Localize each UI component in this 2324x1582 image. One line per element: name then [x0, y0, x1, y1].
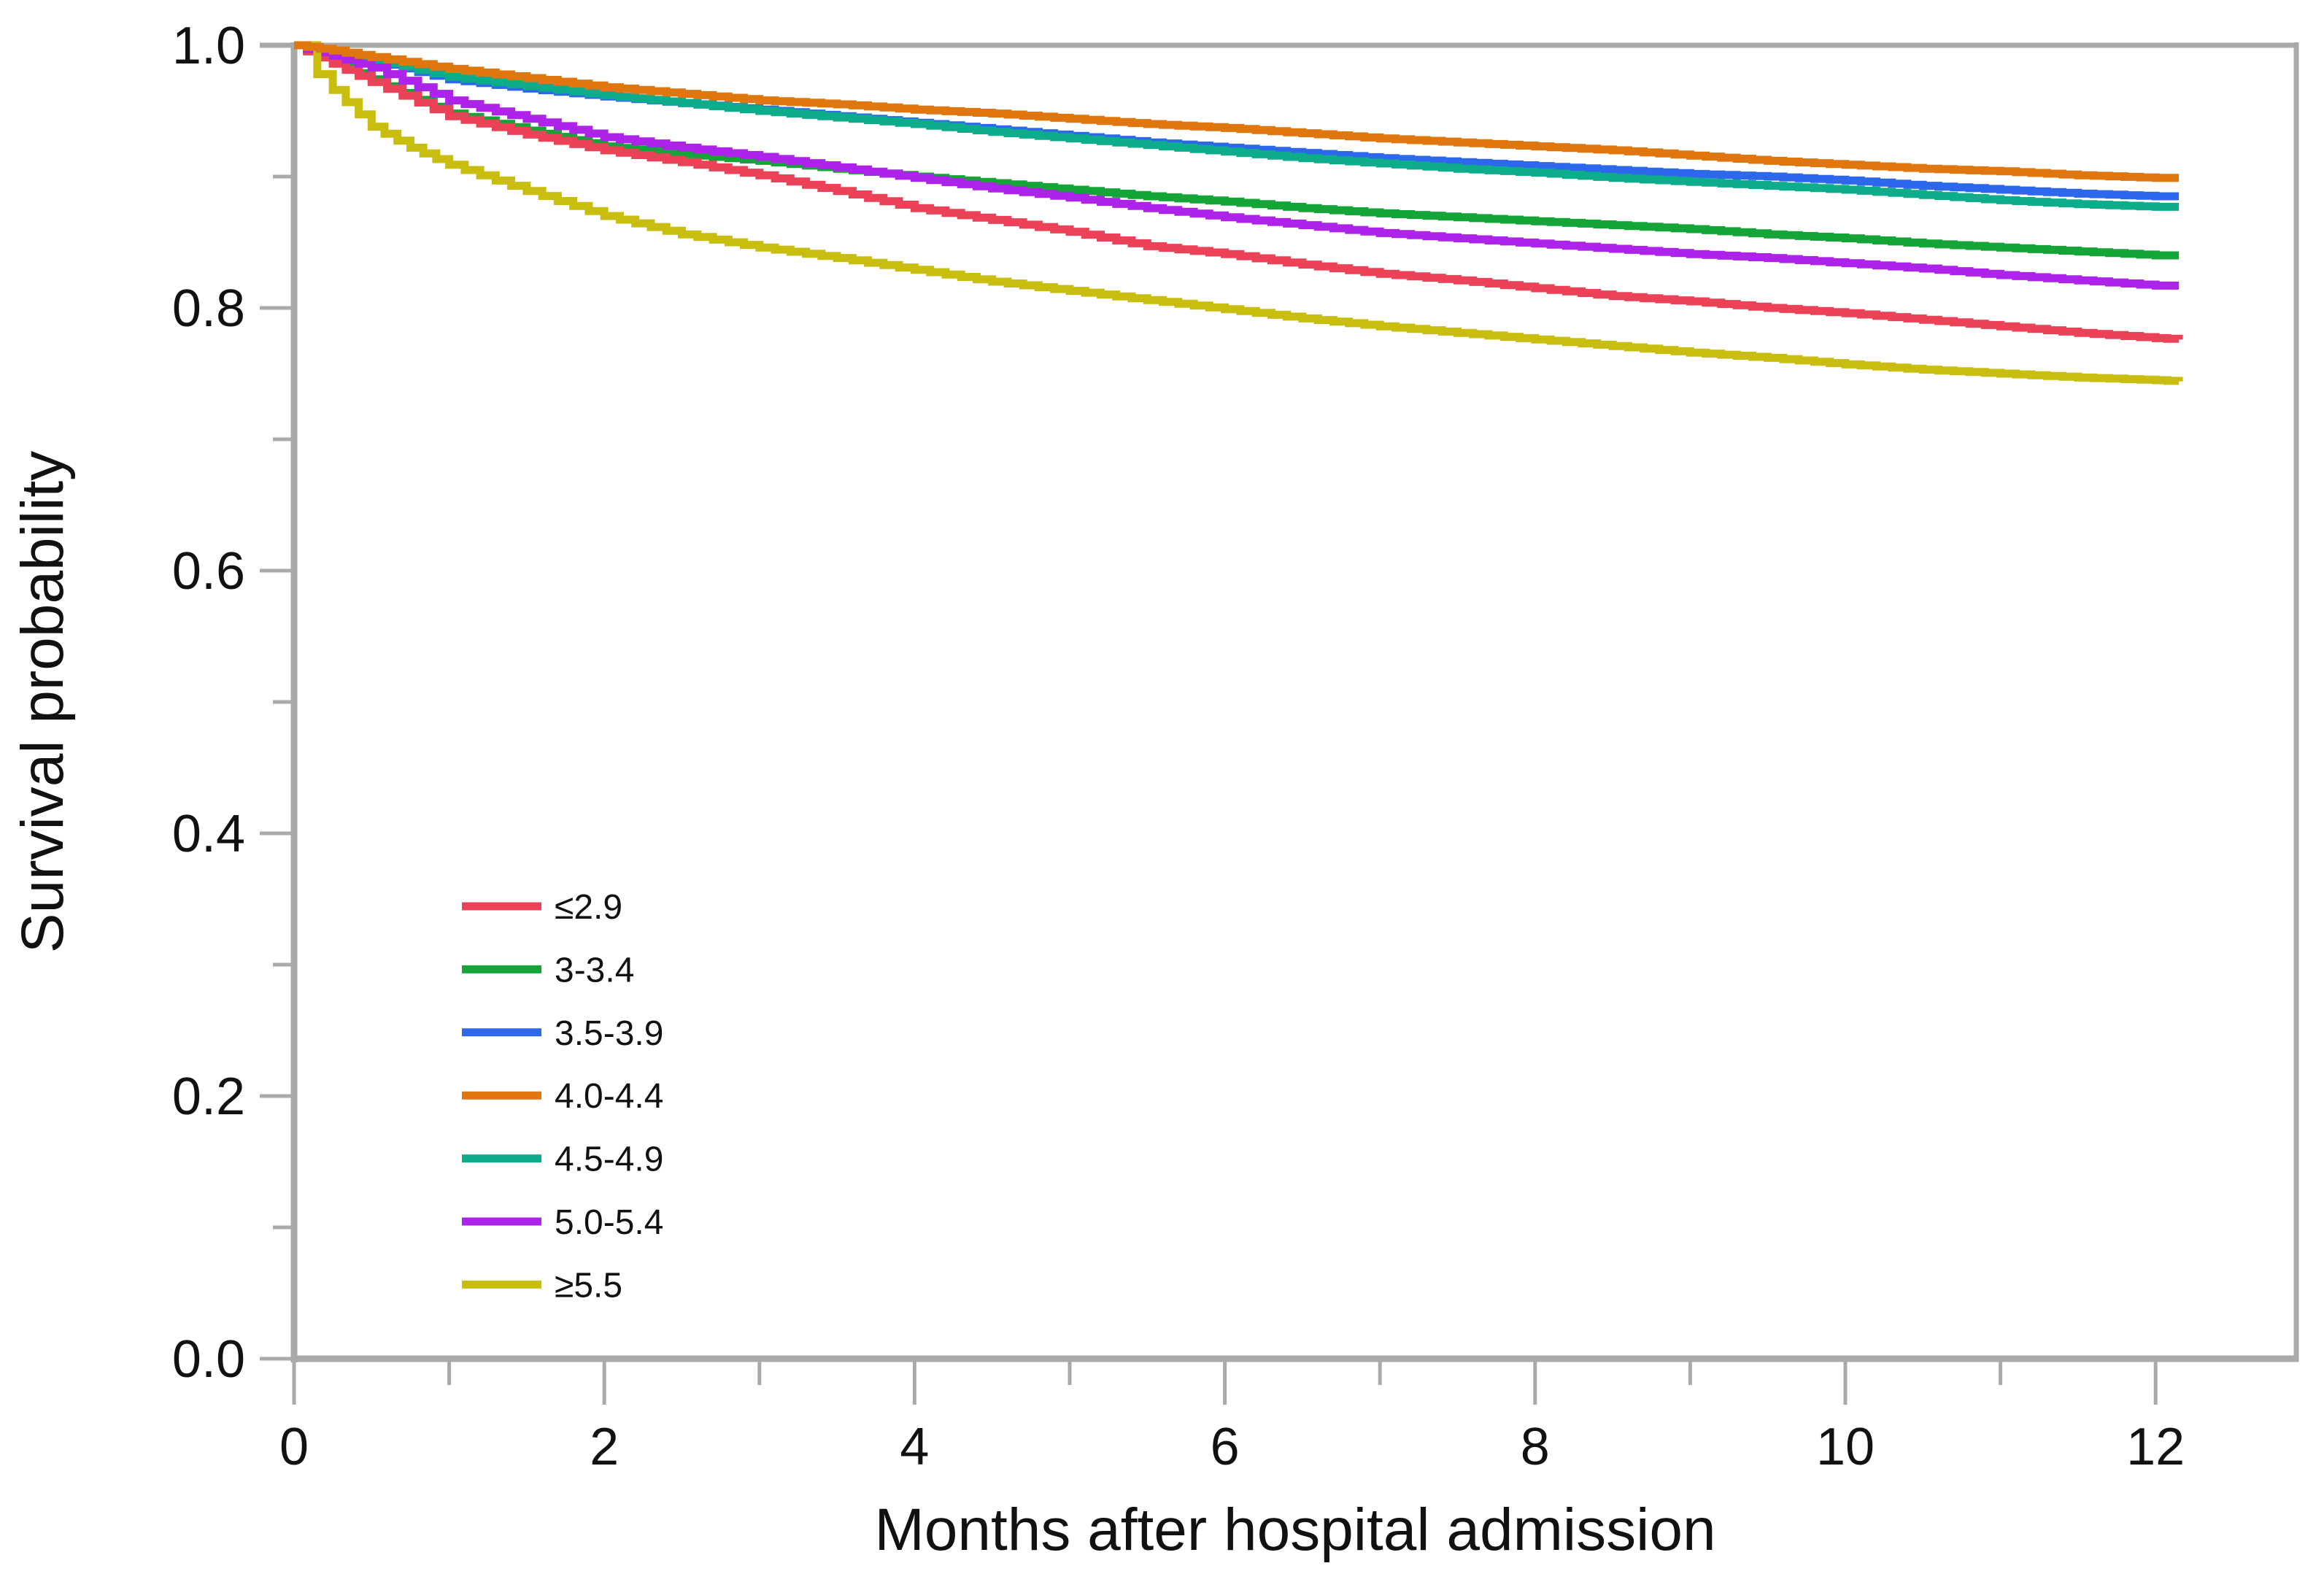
x-axis-title: Months after hospital admission: [874, 1497, 1715, 1563]
legend-label-3-5-3-9: 3.5-3.9: [555, 1014, 663, 1053]
survival-curve-2-9: [294, 41, 2183, 343]
x-tick-label-0: 0: [279, 1418, 309, 1476]
x-tick-label-6: 6: [1211, 1418, 1240, 1476]
x-tick-label-8: 8: [1521, 1418, 1550, 1476]
legend-label-4-5-4-9: 4.5-4.9: [555, 1141, 663, 1179]
x-tick-label-2: 2: [590, 1418, 619, 1476]
x-tick-label-10: 10: [1816, 1418, 1875, 1476]
y-tick-label-0.0: 0.0: [172, 1330, 245, 1389]
y-tick-label-0.2: 0.2: [172, 1068, 245, 1126]
x-tick-label-12: 12: [2126, 1418, 2185, 1476]
survival-curve-5-0-5-4: [294, 41, 2180, 290]
survival-curve-4-5-4-9: [294, 41, 2180, 211]
legend-label-5-0-5-4: 5.0-5.4: [555, 1203, 663, 1242]
y-tick-label-1.0: 1.0: [172, 17, 245, 75]
legend-label-5-5: ≥5.5: [555, 1266, 622, 1305]
survival-curve-4-0-4-4: [294, 41, 2180, 182]
legend: ≤2.9 3-3.4 3.5-3.9 4.0-4.4 4.5-4.9 5.0-5.4 ≥5.…: [462, 888, 663, 1305]
y-axis-title: Survival probability: [9, 451, 76, 953]
y-tick-label-0.6: 0.6: [172, 542, 245, 601]
y-tick-label-0.4: 0.4: [172, 805, 245, 863]
y-tick-label-0.8: 0.8: [172, 279, 245, 338]
x-tick-label-4: 4: [900, 1418, 929, 1476]
legend-label-2-9: ≤2.9: [555, 888, 622, 927]
survival-curve-5-5: [294, 41, 2183, 385]
survival-curve-3-5-3-9: [294, 41, 2180, 201]
legend-label-4-0-4-4: 4.0-4.4: [555, 1077, 663, 1116]
legend-label-3-3-4: 3-3.4: [555, 951, 634, 989]
